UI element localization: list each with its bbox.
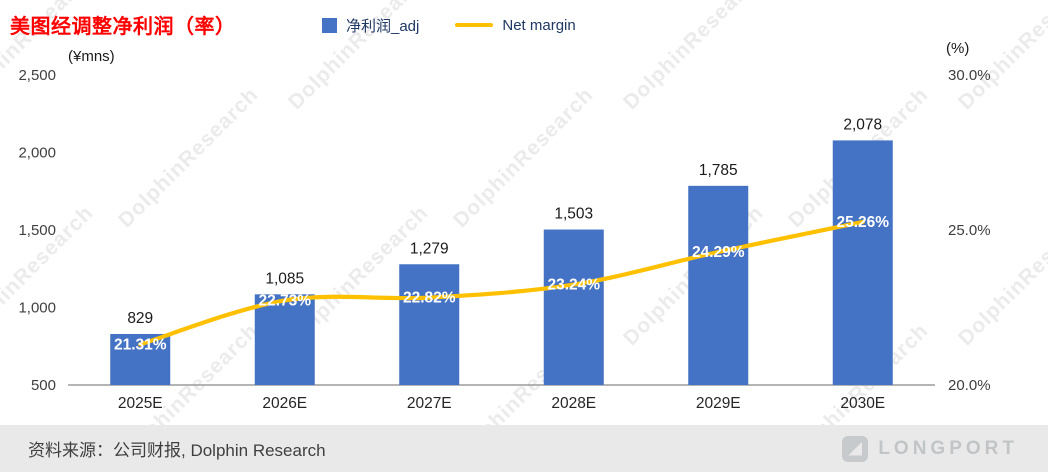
svg-text:1,085: 1,085	[265, 270, 304, 287]
svg-text:22.73%: 22.73%	[258, 292, 311, 309]
svg-text:829: 829	[127, 310, 153, 327]
svg-text:23.24%: 23.24%	[547, 277, 600, 294]
left-axis-unit: (¥mns)	[68, 48, 115, 65]
svg-text:2027E: 2027E	[407, 395, 452, 412]
legend-bar-swatch	[322, 17, 337, 33]
svg-text:2029E: 2029E	[696, 395, 741, 412]
svg-text:1,500: 1,500	[18, 222, 56, 239]
source-note: 资料来源：公司财报, Dolphin Research	[28, 441, 326, 460]
svg-text:2025E: 2025E	[118, 395, 163, 412]
longport-logo: LONGPORT	[842, 435, 1018, 462]
svg-text:24.29%: 24.29%	[692, 244, 745, 261]
svg-text:25.0%: 25.0%	[948, 222, 991, 239]
svg-text:25.26%: 25.26%	[836, 214, 889, 231]
footer: 资料来源：公司财报, Dolphin Research LONGPORT	[0, 425, 1048, 472]
chart-title: 美图经调整净利润（率）	[10, 16, 236, 38]
longport-logo-text: LONGPORT	[878, 437, 1018, 459]
svg-text:21.31%: 21.31%	[114, 336, 167, 353]
legend-line-swatch	[455, 23, 494, 27]
svg-text:1,503: 1,503	[554, 206, 593, 223]
svg-text:500: 500	[31, 377, 56, 394]
svg-text:2,078: 2,078	[843, 116, 882, 133]
legend-line-label: Net margin	[502, 16, 576, 34]
svg-text:2030E: 2030E	[840, 395, 885, 412]
svg-text:2,500: 2,500	[18, 67, 56, 84]
svg-text:2026E: 2026E	[262, 395, 307, 412]
svg-text:20.0%: 20.0%	[948, 377, 991, 394]
svg-text:1,000: 1,000	[18, 300, 56, 317]
svg-text:30.0%: 30.0%	[948, 67, 991, 84]
right-axis-unit: (%)	[946, 40, 970, 57]
svg-text:2,000: 2,000	[18, 145, 56, 162]
svg-text:2028E: 2028E	[551, 395, 596, 412]
svg-text:1,279: 1,279	[410, 240, 449, 257]
legend: 净利润_adj Net margin	[322, 14, 576, 36]
longport-logo-icon	[842, 435, 869, 462]
legend-bar-label: 净利润_adj	[346, 17, 420, 35]
svg-text:1,785: 1,785	[699, 162, 738, 179]
chart-plot: 2,500 2,000 1,500 1,000 500 30.0% 25.0% 20.0% 20…	[18, 67, 991, 412]
svg-text:22.82%: 22.82%	[403, 290, 456, 307]
